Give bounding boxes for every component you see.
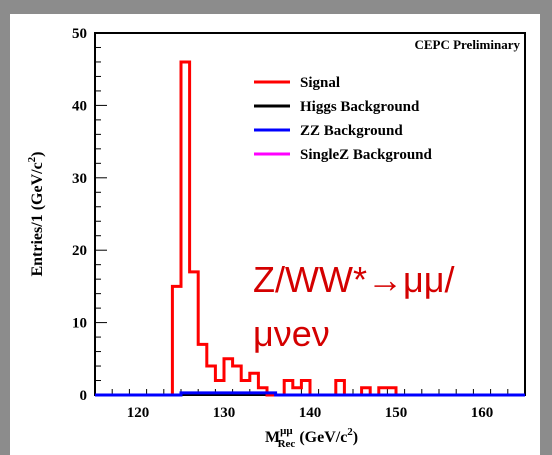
y-tick-label: 30 (72, 171, 87, 187)
series-layer (95, 60, 525, 397)
x-axis-label: Mμμ Rec (GeV/c2) (265, 425, 358, 450)
plot-panel: 120 130 140 150 160 0 10 20 30 40 50 CEPC Prelimin… (10, 14, 540, 455)
histogram-chart: 120 130 140 150 160 0 10 20 30 40 50 CEPC Prelimin… (26, 26, 526, 450)
overlay-process-label-line2: μνeν (253, 313, 330, 354)
legend-label-singlez-background: SingleZ Background (300, 147, 433, 163)
x-tick-label: 130 (213, 405, 236, 421)
y-tick-label: 10 (72, 316, 87, 332)
y-tick-label: 20 (72, 243, 87, 259)
legend-label-zz-background: ZZ Background (300, 123, 403, 139)
legend-label-signal: Signal (300, 75, 340, 91)
cepc-preliminary-label: CEPC Preliminary (414, 37, 520, 52)
x-tick-label: 140 (299, 405, 322, 421)
y-tick-label: 50 (72, 26, 87, 42)
zz-background-histogram (95, 391, 525, 397)
overlay-process-label-line1: Z/WW*→μμ/ (253, 259, 454, 300)
legend: Signal Higgs Background ZZ Background Singl… (254, 75, 433, 163)
x-tick-label: 120 (127, 405, 150, 421)
legend-label-higgs-background: Higgs Background (300, 99, 420, 115)
y-tick-label: 40 (72, 98, 87, 114)
axis-ticks: 120 130 140 150 160 0 10 20 30 40 50 (72, 26, 526, 421)
y-tick-label: 0 (80, 388, 88, 404)
y-axis-label: Entries/1 (GeV/c2) (26, 151, 46, 276)
x-tick-label: 150 (385, 405, 408, 421)
x-tick-label: 160 (471, 405, 494, 421)
